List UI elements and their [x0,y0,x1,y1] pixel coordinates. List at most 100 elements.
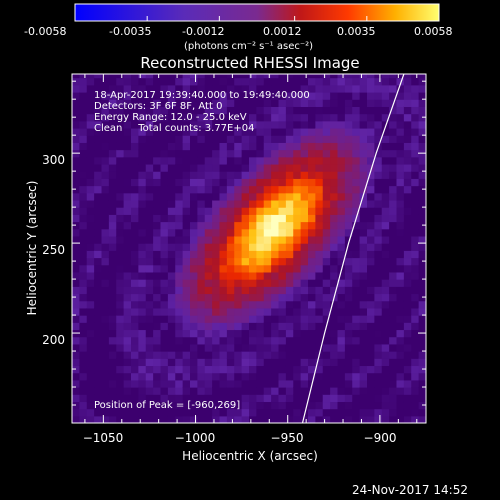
heatmap-cell [300,149,309,158]
heatmap-cell [79,178,88,187]
heatmap-cell [212,286,221,295]
heatmap-cell [352,106,361,115]
heatmap-cell [411,156,420,165]
heatmap-cell [285,329,294,338]
heatmap-cell [300,387,309,395]
heatmap-cell [359,221,368,230]
heatmap-cell [145,365,154,374]
heatmap-cell [344,221,353,230]
heatmap-cell [256,401,265,410]
heatmap-cell [101,257,110,266]
heatmap-cell [263,235,272,244]
heatmap-cell [108,315,117,323]
heatmap-cell [293,171,302,179]
heatmap-cell [374,178,383,187]
heatmap-cell [101,358,110,367]
heatmap-cell [315,207,324,215]
heatmap-cell [116,329,125,338]
heatmap-cell [308,257,316,266]
heatmap-cell [263,264,272,273]
heatmap-cell [396,221,405,230]
heatmap-cell [204,322,213,331]
heatmap-cell [278,279,287,287]
heatmap-cell [182,149,191,158]
heatmap-cell [374,74,383,79]
heatmap-cell [204,106,213,115]
heatmap-cell [352,322,361,331]
heatmap-cell [263,315,272,323]
heatmap-cell [101,214,110,223]
heatmap-cell [79,293,88,302]
heatmap-cell [72,135,80,143]
heatmap-cell [256,387,265,395]
heatmap-cell [131,163,139,172]
heatmap-cell [300,343,309,352]
heatmap-cell [94,394,103,403]
heatmap-cell [330,113,339,122]
heatmap-cell [175,379,184,388]
heatmap-cell [72,228,80,237]
heatmap-cell [190,106,198,115]
heatmap-cell [123,149,132,158]
heatmap-cell [197,336,206,345]
heatmap-cell [116,163,125,172]
heatmap-cell [344,322,353,331]
heatmap-cell [131,106,139,115]
heatmap-cell [234,74,243,79]
heatmap-cell [86,156,95,165]
heatmap-cell [234,271,243,280]
heatmap-cell [300,192,309,201]
heatmap-cell [381,221,390,230]
heatmap-cell [123,271,132,280]
heatmap-cell [278,358,287,367]
heatmap-cell [167,401,176,410]
heatmap-cell [263,77,272,86]
heatmap-cell [337,394,346,403]
heatmap-cell [167,307,176,316]
heatmap-cell [101,113,110,122]
heatmap-cell [226,207,235,215]
heatmap-cell [108,408,117,417]
heatmap-cell [131,286,139,295]
heatmap-cell [249,99,257,107]
heatmap-cell [204,394,213,403]
heatmap-cell [234,358,243,367]
heatmap-cell [293,149,302,158]
heatmap-cell [182,365,191,374]
heatmap-cell [108,293,117,302]
heatmap-cell [271,286,280,295]
heatmap-cell [367,401,375,410]
heatmap-cell [367,372,375,381]
heatmap-cell [374,250,383,259]
heatmap-cell [212,250,221,259]
heatmap-cell [86,77,95,86]
heatmap-cell [403,106,412,115]
heatmap-cell [160,365,169,374]
heatmap-cell [293,336,302,345]
heatmap-cell [352,207,361,215]
heatmap-cell [278,329,287,338]
heatmap-cell [241,163,250,172]
heatmap-cell [226,415,235,423]
heatmap-cell [101,365,110,374]
heatmap-cell [411,401,420,410]
heatmap-cell [190,271,198,280]
heatmap-cell [197,163,206,172]
heatmap-cell [138,156,147,165]
heatmap-cell [219,221,228,230]
heatmap-cell [175,106,184,115]
heatmap-cell [271,279,280,287]
heatmap-cell [367,358,375,367]
heatmap-cell [263,394,272,403]
heatmap-cell [116,106,125,115]
heatmap-cell [116,74,125,79]
heatmap-cell [389,358,398,367]
heatmap-cell [381,178,390,187]
heatmap-cell [101,185,110,194]
heatmap-cell [79,351,88,359]
heatmap-cell [278,394,287,403]
heatmap-cell [359,106,368,115]
heatmap-cell [101,149,110,158]
heatmap-cell [389,401,398,410]
heatmap-cell [234,185,243,194]
